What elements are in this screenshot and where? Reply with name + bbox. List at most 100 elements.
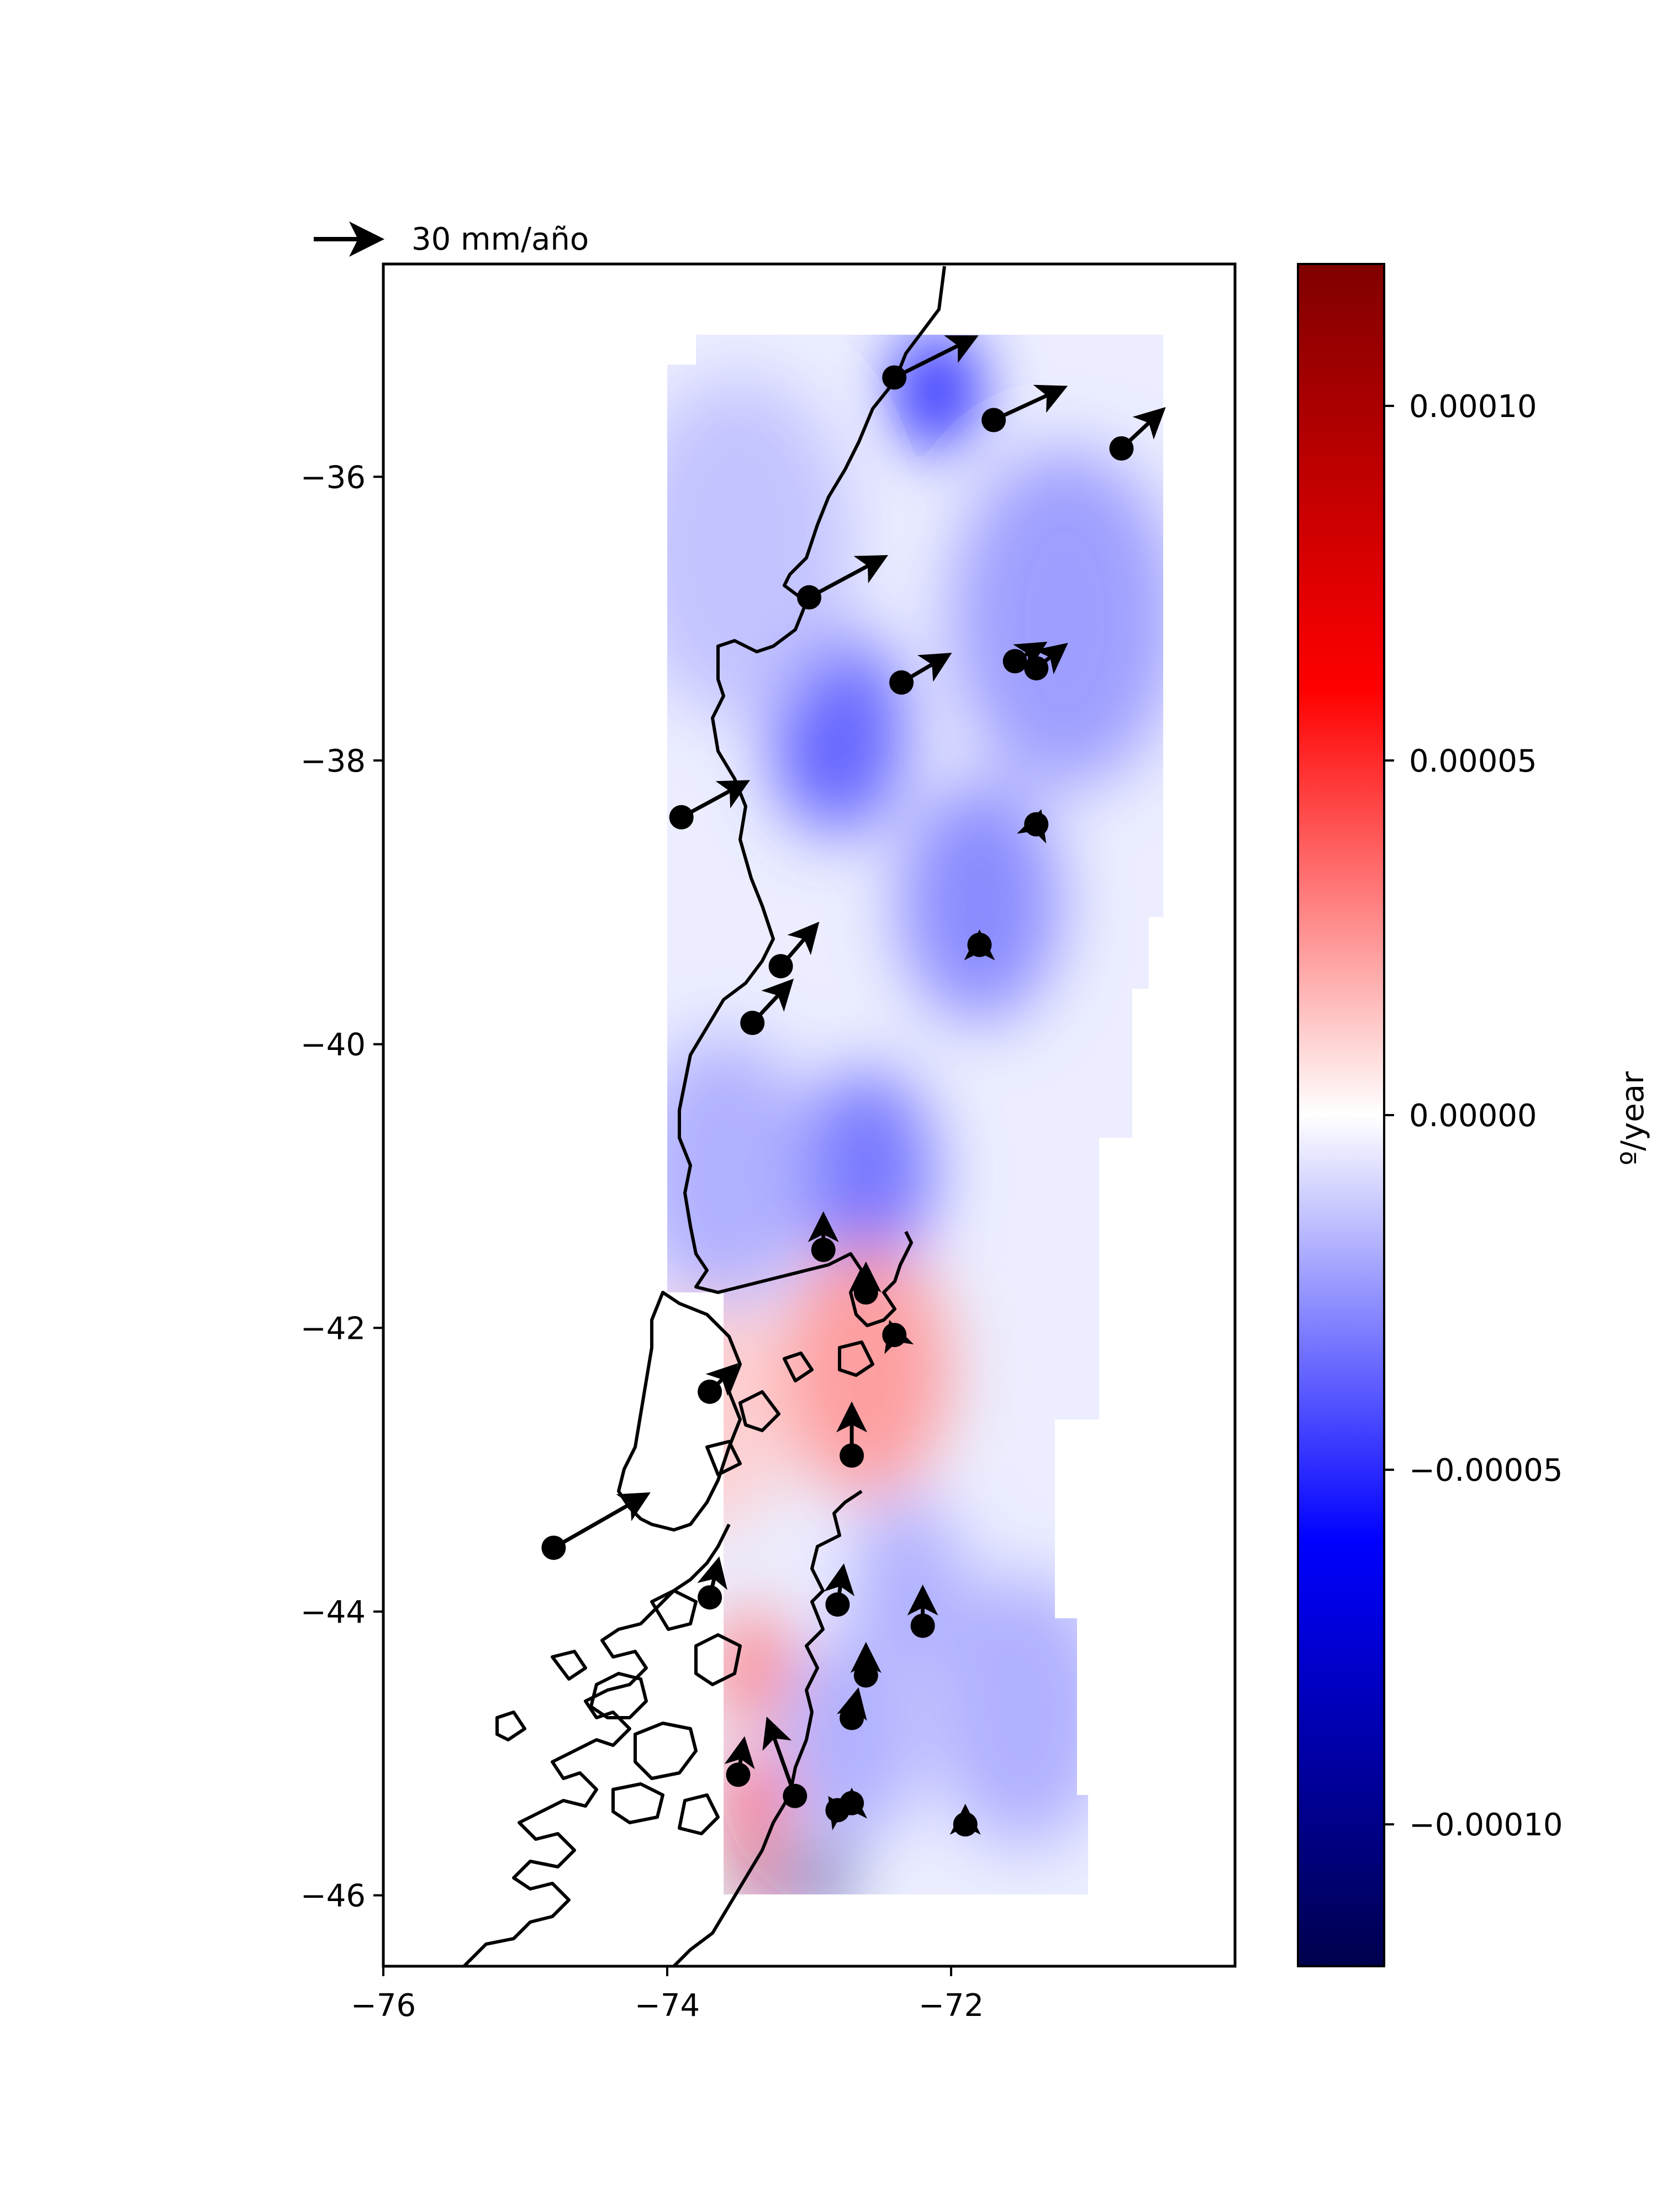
gnss-station <box>1017 809 1049 844</box>
gnss-station <box>882 1319 914 1354</box>
gnss-station <box>1109 406 1166 461</box>
station-marker <box>840 1706 864 1730</box>
y-tick-label: −38 <box>300 743 366 779</box>
y-tick-label: −36 <box>300 460 366 495</box>
coastline-islands-1 <box>589 1672 648 1719</box>
strain-field-patch <box>951 448 1163 789</box>
station-marker <box>797 585 821 610</box>
station-marker <box>825 1592 850 1617</box>
station-marker <box>910 1613 935 1638</box>
colorbar-ticks: 0.00010 0.00005 0.00000 −0.00005 −0.00010 <box>1384 389 1563 1843</box>
station-marker <box>882 365 907 390</box>
coastline-islands-7 <box>738 1390 780 1432</box>
coastline-south <box>672 1490 863 1966</box>
station-marker <box>953 1812 978 1837</box>
station-marker <box>541 1535 566 1560</box>
station-marker <box>698 1379 722 1404</box>
station-marker <box>726 1762 751 1787</box>
station-marker <box>967 932 992 957</box>
gnss-station <box>669 780 751 830</box>
strain-field-patch <box>739 1843 780 1894</box>
map-axes: −76 −74 −72 −36 −38 −40 −42 −44 −46 <box>300 262 1237 2024</box>
strain-field-patch <box>783 1637 920 1842</box>
gnss-station <box>836 1787 868 1819</box>
gnss-station <box>768 921 820 979</box>
station-marker <box>1024 812 1049 837</box>
coastline-islands-5 <box>611 1782 664 1824</box>
strain-field-patch <box>713 1608 793 1728</box>
velocity-arrow <box>552 1492 651 1550</box>
station-marker <box>811 1237 836 1262</box>
gnss-station <box>724 1736 755 1787</box>
coastline-chiloe <box>617 1291 742 1532</box>
y-axis-ticks: −36 −38 −40 −42 −44 −46 <box>300 460 383 1914</box>
coastline-archipelago <box>462 1523 731 1966</box>
y-tick-label: −40 <box>300 1027 366 1063</box>
strain-field-layer <box>667 335 1163 1894</box>
scale-arrow-label: 30 mm/año <box>411 221 589 257</box>
gnss-station <box>889 652 952 695</box>
gnss-station <box>808 1211 839 1262</box>
station-marker <box>1002 649 1027 674</box>
strain-field-patch <box>667 1036 815 1308</box>
coastline-islands-6 <box>678 1793 720 1835</box>
gnss-station <box>698 1363 738 1404</box>
x-tick-label: −74 <box>635 1988 700 2024</box>
coastline-islands-8 <box>783 1352 814 1382</box>
y-tick-label: −46 <box>300 1878 366 1914</box>
coastline-islands-11 <box>551 1650 587 1681</box>
gnss-station <box>541 1492 651 1560</box>
gnss-station <box>697 1556 727 1610</box>
velocity-arrow <box>808 555 889 599</box>
coastline-islands-3 <box>694 1633 742 1686</box>
y-tick-label: −42 <box>300 1311 366 1347</box>
strain-field-patch <box>931 1574 1113 1847</box>
colorbar-gradient <box>1297 263 1385 1967</box>
station-marker <box>853 1663 878 1688</box>
strain-field-patch <box>667 377 852 719</box>
velocity-arrow <box>993 384 1068 422</box>
colorbar-label: º/year <box>1615 1071 1651 1165</box>
gnss-station <box>850 1641 882 1688</box>
station-marker <box>1109 436 1134 461</box>
station-marker <box>768 954 793 979</box>
station-marker <box>698 1585 722 1610</box>
colorbar-tick-label: 0.00005 <box>1409 743 1537 779</box>
colorbar-tick-label: 0.00010 <box>1409 389 1537 425</box>
gnss-station <box>797 555 889 610</box>
colorbar-tick-label: −0.00005 <box>1409 1453 1563 1488</box>
station-marker <box>669 805 694 830</box>
colorbar-tick-label: −0.00010 <box>1409 1807 1563 1843</box>
gnss-station <box>824 1563 855 1617</box>
gnss-station <box>762 1716 808 1808</box>
x-tick-label: −72 <box>919 1988 984 2024</box>
y-tick-label: −44 <box>300 1595 366 1630</box>
colorbar-tick-label: 0.00000 <box>1409 1098 1537 1134</box>
station-marker <box>1024 656 1049 680</box>
station-marker <box>840 1443 864 1468</box>
strain-field-patch <box>852 1498 965 1669</box>
strain-field-patch <box>800 1840 846 1894</box>
x-axis-ticks: −76 −74 −72 <box>351 1966 984 2024</box>
station-marker <box>889 670 914 695</box>
gnss-station <box>1024 642 1068 680</box>
gnss-station <box>964 929 995 960</box>
gnss-station <box>907 1584 938 1638</box>
x-tick-label: −76 <box>351 1988 416 2024</box>
coastline-islands-12 <box>705 1440 742 1476</box>
gnss-station <box>949 1803 981 1837</box>
gnss-station <box>981 384 1068 432</box>
gnss-station <box>836 1687 867 1730</box>
station-marker <box>882 1323 907 1348</box>
gnss-station <box>740 978 794 1036</box>
coastline-islands-2 <box>634 1722 698 1780</box>
gnss-station <box>882 335 979 390</box>
arrow-scale-legend: 30 mm/año <box>314 221 589 257</box>
map-frame <box>382 262 1237 1968</box>
station-marker <box>740 1011 765 1036</box>
coastline-islands-10 <box>495 1711 526 1741</box>
station-marker <box>981 408 1006 432</box>
colorbar: 0.00010 0.00005 0.00000 −0.00005 −0.00010 º/… <box>1297 263 1651 1967</box>
station-marker <box>783 1783 808 1808</box>
